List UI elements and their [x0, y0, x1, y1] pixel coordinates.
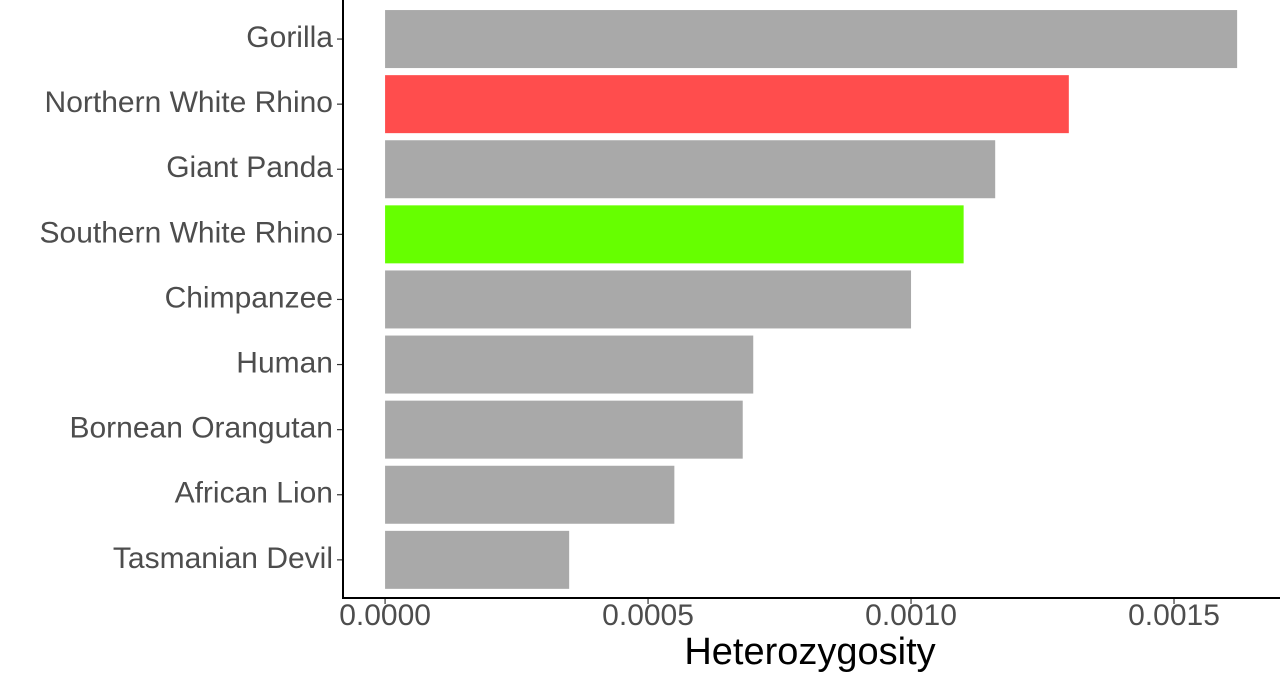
y-tick-label: Chimpanzee [165, 281, 333, 314]
y-tick-label: Giant Panda [166, 151, 333, 184]
bar [385, 205, 964, 264]
y-tick-label: Southern White Rhino [40, 216, 334, 249]
y-tick-label: Bornean Orangutan [69, 412, 333, 445]
y-tick-label: Human [236, 346, 333, 379]
bar [385, 270, 912, 329]
x-axis-title: Heterozygosity [684, 631, 935, 673]
x-tick-label: 0.0010 [865, 599, 957, 632]
bar [385, 530, 570, 589]
bar [385, 465, 675, 524]
y-tick-label: Northern White Rhino [45, 86, 333, 119]
y-tick-label: African Lion [175, 477, 333, 510]
x-tick-label: 0.0000 [339, 599, 431, 632]
bar [385, 75, 1069, 134]
bar [385, 140, 996, 199]
x-tick-label: 0.0015 [1128, 599, 1220, 632]
bar [385, 400, 743, 459]
y-tick-label: Gorilla [246, 21, 333, 54]
x-tick-label: 0.0005 [602, 599, 694, 632]
bar [385, 10, 1238, 69]
bar [385, 335, 754, 394]
y-tick-label: Tasmanian Devil [113, 542, 333, 575]
